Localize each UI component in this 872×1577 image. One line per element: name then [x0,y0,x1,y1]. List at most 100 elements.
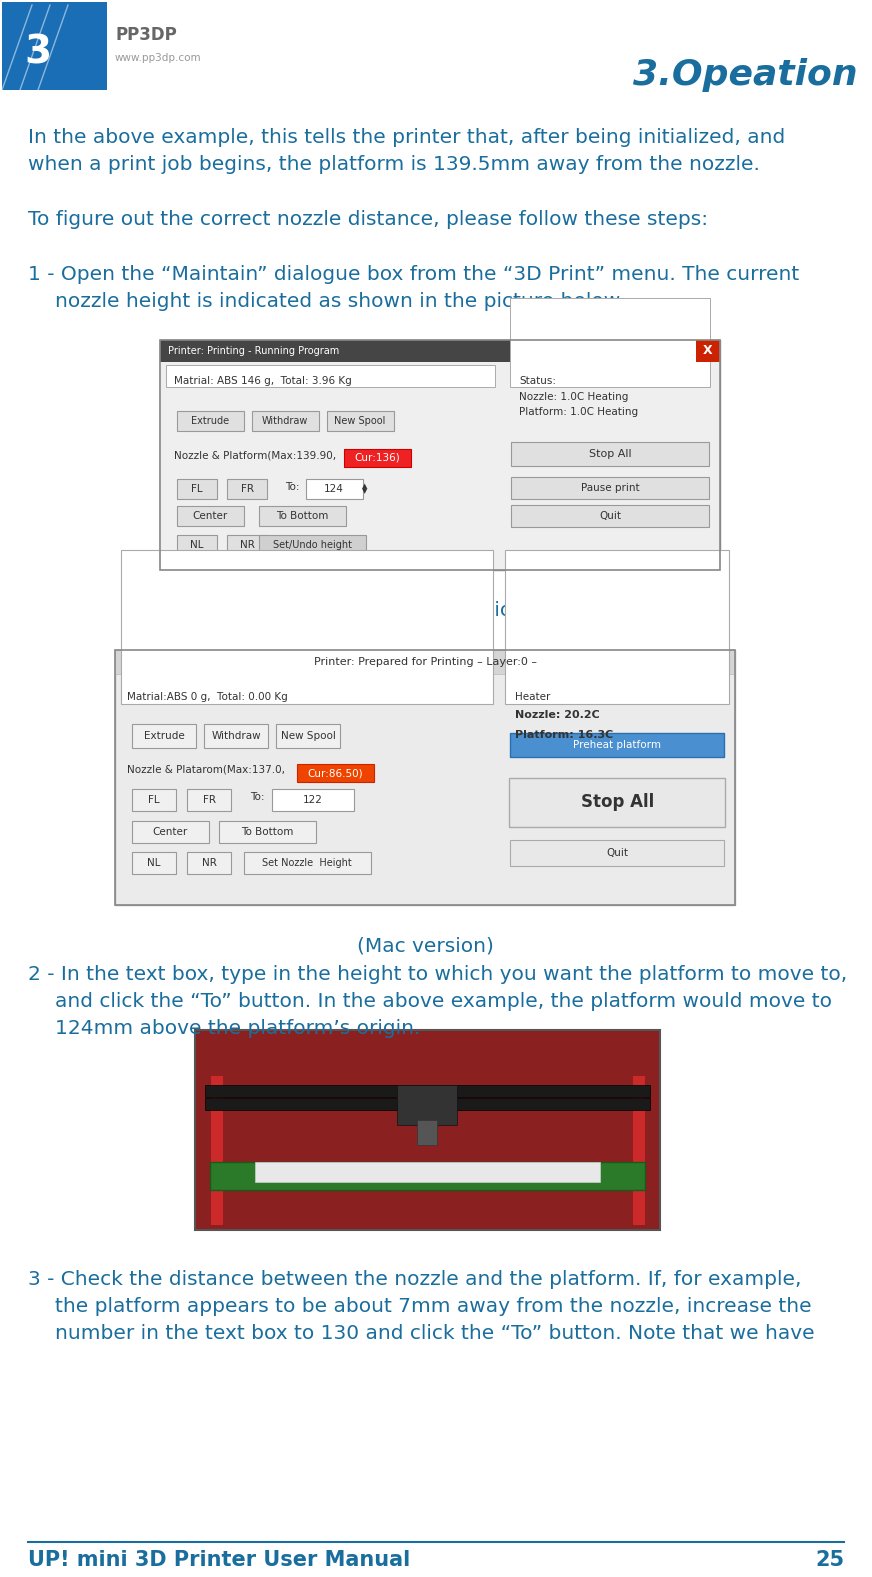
FancyBboxPatch shape [205,1085,650,1098]
FancyBboxPatch shape [227,535,267,555]
FancyBboxPatch shape [177,506,244,527]
FancyBboxPatch shape [177,479,217,498]
FancyBboxPatch shape [210,1162,645,1191]
Text: Quit: Quit [599,511,621,520]
Text: NR: NR [240,539,255,550]
FancyBboxPatch shape [177,412,244,431]
FancyBboxPatch shape [115,650,735,905]
FancyBboxPatch shape [160,341,720,569]
Text: To Bottom: To Bottom [276,511,328,520]
Text: Heater: Heater [515,692,551,702]
FancyBboxPatch shape [244,852,371,874]
Text: Set Nozzle  Height: Set Nozzle Height [262,858,352,867]
Text: ▲
▼: ▲ ▼ [362,484,368,495]
FancyBboxPatch shape [205,1098,650,1110]
FancyBboxPatch shape [272,788,354,811]
FancyBboxPatch shape [417,1120,437,1145]
Text: NR: NR [201,858,216,867]
Text: FR: FR [202,795,215,804]
FancyBboxPatch shape [160,363,720,569]
FancyBboxPatch shape [306,479,363,498]
Text: PP3DP: PP3DP [115,25,177,44]
Polygon shape [5,5,120,93]
Text: FL: FL [191,484,203,494]
Text: Set/Undo height: Set/Undo height [272,539,351,550]
FancyBboxPatch shape [397,1085,457,1124]
Text: Nozzle: 20.2C: Nozzle: 20.2C [515,710,600,721]
Text: Cur:86.50): Cur:86.50) [307,768,363,777]
Text: Quit: Quit [606,848,628,858]
Text: 124mm above the platform’s origin.: 124mm above the platform’s origin. [55,1019,420,1038]
Text: 2 - In the text box, type in the height to which you want the platform to move t: 2 - In the text box, type in the height … [28,965,848,984]
FancyBboxPatch shape [509,777,725,826]
FancyBboxPatch shape [255,1162,600,1183]
Text: number in the text box to 130 and click the “To” button. Note that we have: number in the text box to 130 and click … [55,1325,814,1344]
FancyBboxPatch shape [160,341,720,363]
FancyBboxPatch shape [327,412,394,431]
FancyBboxPatch shape [511,442,709,465]
Text: Platform: 1.0C Heating: Platform: 1.0C Heating [519,407,638,416]
Text: UP! mini 3D Printer User Manual: UP! mini 3D Printer User Manual [28,1550,410,1571]
FancyBboxPatch shape [510,841,724,866]
Text: Nozzle & Platform(Max:139.90,: Nozzle & Platform(Max:139.90, [174,449,339,460]
FancyBboxPatch shape [204,724,268,747]
Text: New Spool: New Spool [281,732,336,741]
Text: Nozzle & Platarom(Max:137.0,: Nozzle & Platarom(Max:137.0, [127,765,289,774]
FancyBboxPatch shape [259,506,346,527]
FancyBboxPatch shape [132,724,196,747]
Text: To figure out the correct nozzle distance, please follow these steps:: To figure out the correct nozzle distanc… [28,210,708,229]
Text: To:: To: [250,792,264,803]
Text: Withdraw: Withdraw [262,416,308,426]
FancyBboxPatch shape [276,724,340,747]
FancyBboxPatch shape [632,1076,645,1225]
FancyBboxPatch shape [252,412,319,431]
FancyBboxPatch shape [115,650,735,673]
Text: Preheat platform: Preheat platform [573,740,661,751]
Text: FR: FR [241,484,254,494]
Text: www.pp3dp.com: www.pp3dp.com [115,54,201,63]
Text: nozzle height is indicated as shown in the picture below.: nozzle height is indicated as shown in t… [55,292,624,311]
FancyBboxPatch shape [2,2,107,90]
Text: Matrial:ABS 0 g,  Total: 0.00 Kg: Matrial:ABS 0 g, Total: 0.00 Kg [127,692,288,702]
Text: Withdraw: Withdraw [211,732,261,741]
Text: 3.Opeation: 3.Opeation [633,58,858,91]
Text: 3: 3 [24,33,51,71]
Text: New Spool: New Spool [334,416,385,426]
Text: Matrial: ABS 146 g,  Total: 3.96 Kg: Matrial: ABS 146 g, Total: 3.96 Kg [174,375,351,386]
Text: FL: FL [148,795,160,804]
FancyBboxPatch shape [259,535,366,555]
FancyBboxPatch shape [511,476,709,498]
FancyBboxPatch shape [696,341,720,363]
Text: Printer: Printing - Running Program: Printer: Printing - Running Program [168,345,339,356]
Text: Pause print: Pause print [581,483,639,494]
FancyBboxPatch shape [195,1030,660,1230]
FancyBboxPatch shape [121,550,494,703]
Text: when a print job begins, the platform is 139.5mm away from the nozzle.: when a print job begins, the platform is… [28,155,760,173]
Text: (Windows version): (Windows version) [347,599,533,620]
Text: NL: NL [147,858,160,867]
Text: Center: Center [153,826,187,837]
FancyBboxPatch shape [297,763,374,782]
Text: X: X [703,344,712,358]
Text: 25: 25 [814,1550,844,1571]
Text: 3 - Check the distance between the nozzle and the platform. If, for example,: 3 - Check the distance between the nozzl… [28,1269,801,1288]
Text: 124: 124 [324,484,344,494]
Text: To Bottom: To Bottom [241,826,293,837]
FancyBboxPatch shape [166,364,494,386]
Text: In the above example, this tells the printer that, after being initialized, and: In the above example, this tells the pri… [28,128,786,147]
FancyBboxPatch shape [187,852,231,874]
FancyBboxPatch shape [187,788,231,811]
Text: Center: Center [193,511,228,520]
Text: Printer: Prepared for Printing – Layer:0 –: Printer: Prepared for Printing – Layer:0… [314,658,536,667]
Text: Extrude: Extrude [144,732,184,741]
FancyBboxPatch shape [344,449,411,467]
Text: To:: To: [285,483,299,492]
FancyBboxPatch shape [506,550,729,703]
Text: Stop All: Stop All [589,449,631,459]
Text: and click the “To” button. In the above example, the platform would move to: and click the “To” button. In the above … [55,992,832,1011]
FancyBboxPatch shape [132,822,209,844]
Text: Stop All: Stop All [581,793,654,811]
Text: Extrude: Extrude [191,416,229,426]
FancyBboxPatch shape [177,535,217,555]
FancyBboxPatch shape [511,505,709,527]
